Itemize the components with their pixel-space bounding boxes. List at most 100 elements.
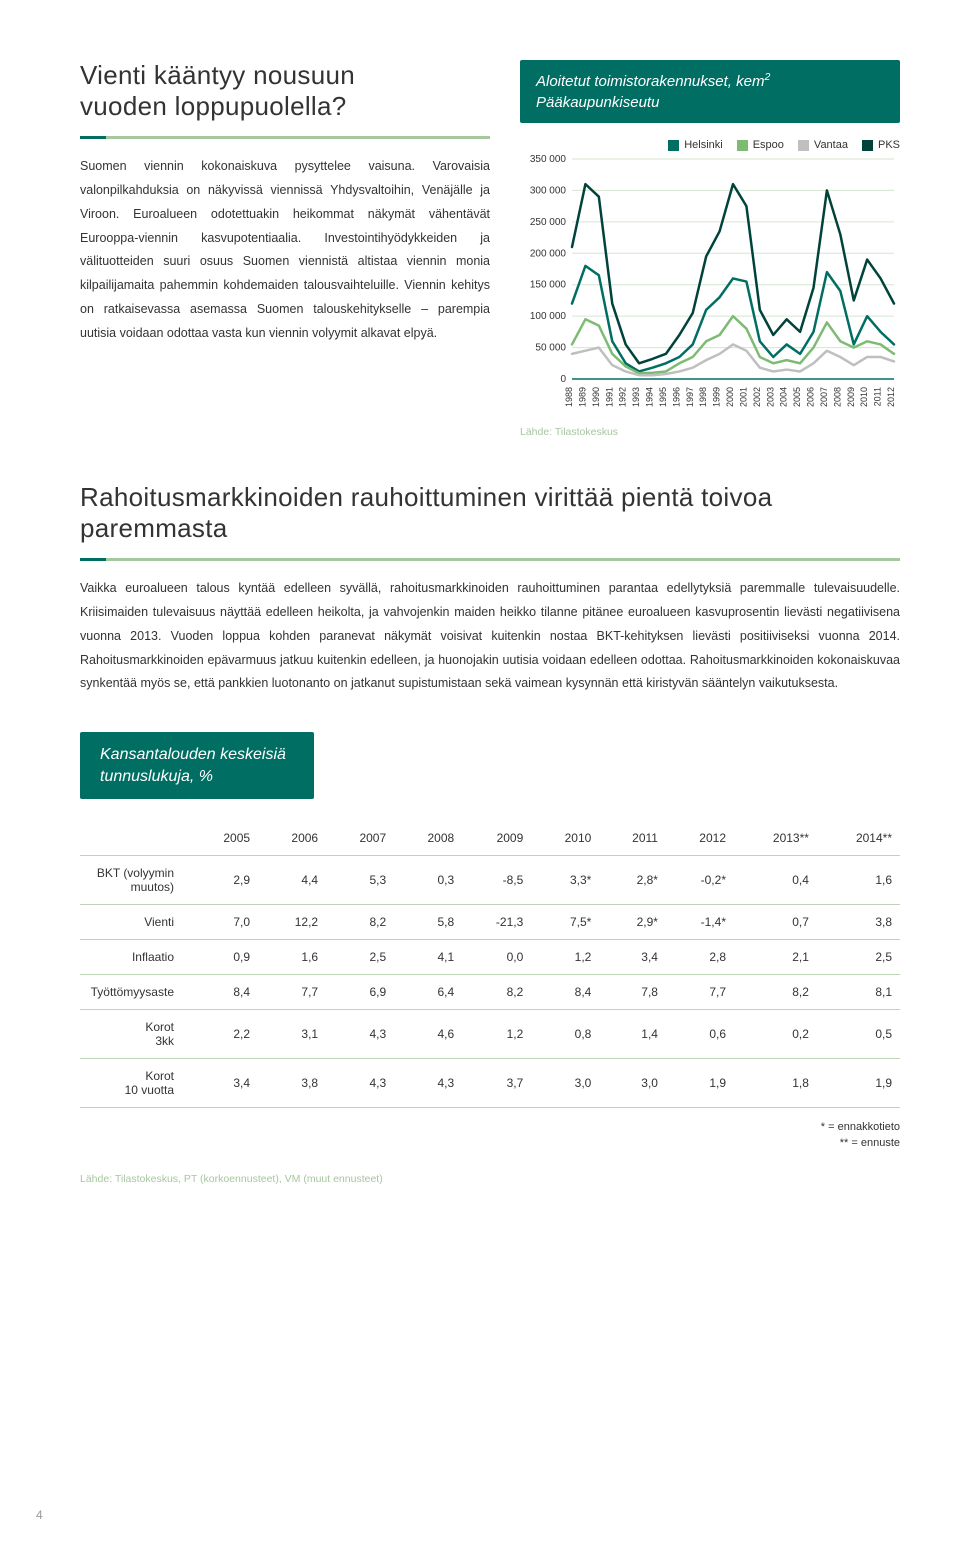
- footnote-2: ** = ennuste: [840, 1137, 900, 1149]
- table-cell: 4,3: [326, 1059, 394, 1108]
- table-cell: 3,4: [599, 940, 666, 975]
- section1-rule: [80, 136, 490, 139]
- table-cell: 6,4: [394, 975, 462, 1010]
- table-cell: 3,0: [599, 1059, 666, 1108]
- svg-text:2003: 2003: [765, 387, 775, 407]
- table-header-year: 2013**: [734, 821, 817, 856]
- legend-item: Helsinki: [668, 139, 723, 151]
- table-row: Korot3kk2,23,14,34,61,20,81,40,60,20,5: [80, 1010, 900, 1059]
- legend-item: Vantaa: [798, 139, 848, 151]
- table-cell: 7,5*: [531, 905, 599, 940]
- svg-text:250 000: 250 000: [530, 217, 567, 228]
- table-cell: 5,3: [326, 856, 394, 905]
- table-cell: 1,2: [462, 1010, 531, 1059]
- svg-text:2006: 2006: [806, 387, 816, 407]
- table-cell: 2,2: [190, 1010, 258, 1059]
- table-row: BKT (volyyminmuutos)2,94,45,30,3-8,53,3*…: [80, 856, 900, 905]
- chart-source: Lähde: Tilastokeskus: [520, 426, 900, 438]
- legend-swatch: [862, 140, 873, 151]
- chart-header: Aloitetut toimistorakennukset, kem2 Pääk…: [520, 60, 900, 123]
- table-cell: -21,3: [462, 905, 531, 940]
- table-cell: 1,9: [817, 1059, 900, 1108]
- svg-text:2007: 2007: [819, 387, 829, 407]
- table-row: Korot10 vuotta3,43,84,34,33,73,03,01,91,…: [80, 1059, 900, 1108]
- section2-rule: [80, 558, 900, 561]
- table-row-label: Korot10 vuotta: [80, 1059, 190, 1108]
- svg-text:1991: 1991: [604, 387, 614, 407]
- table-header-year: 2005: [190, 821, 258, 856]
- table-row: Inflaatio0,91,62,54,10,01,23,42,82,12,5: [80, 940, 900, 975]
- table-cell: 3,4: [190, 1059, 258, 1108]
- svg-text:1989: 1989: [577, 387, 587, 407]
- legend-item: Espoo: [737, 139, 784, 151]
- table-cell: 8,4: [531, 975, 599, 1010]
- svg-text:2002: 2002: [752, 387, 762, 407]
- table-cell: 7,7: [258, 975, 326, 1010]
- table-row-label: BKT (volyyminmuutos): [80, 856, 190, 905]
- table-cell: 0,4: [734, 856, 817, 905]
- kpi-table: 200520062007200820092010201120122013**20…: [80, 821, 900, 1108]
- kpi-footnotes: * = ennakkotieto ** = ennuste: [80, 1120, 900, 1151]
- table-row-label: Vienti: [80, 905, 190, 940]
- legend-label: Espoo: [753, 139, 784, 151]
- table-cell: 8,1: [817, 975, 900, 1010]
- table-cell: 2,5: [817, 940, 900, 975]
- table-header-blank: [80, 821, 190, 856]
- section2-title-line1: Rahoitusmarkkinoiden rauhoittuminen viri…: [80, 482, 772, 512]
- svg-text:50 000: 50 000: [535, 343, 566, 354]
- table-cell: 3,8: [817, 905, 900, 940]
- legend-label: PKS: [878, 139, 900, 151]
- table-cell: 7,8: [599, 975, 666, 1010]
- table-cell: 0,0: [462, 940, 531, 975]
- series-PKS: [572, 184, 894, 363]
- svg-text:1996: 1996: [671, 387, 681, 407]
- legend-item: PKS: [862, 139, 900, 151]
- kpi-panel-title-line1: Kansantalouden keskeisiä: [100, 746, 286, 763]
- chart-header-line1: Aloitetut toimistorakennukset, kem2: [536, 73, 770, 90]
- table-cell: 0,5: [817, 1010, 900, 1059]
- table-cell: 1,8: [734, 1059, 817, 1108]
- legend-swatch: [737, 140, 748, 151]
- svg-text:2001: 2001: [738, 387, 748, 407]
- footnote-1: * = ennakkotieto: [821, 1121, 900, 1133]
- svg-text:1997: 1997: [685, 387, 695, 407]
- table-cell: 1,9: [666, 1059, 734, 1108]
- svg-text:2008: 2008: [832, 387, 842, 407]
- table-cell: 0,3: [394, 856, 462, 905]
- table-row-label: Työttömyysaste: [80, 975, 190, 1010]
- legend-swatch: [668, 140, 679, 151]
- table-row: Vienti7,012,28,25,8-21,37,5*2,9*-1,4*0,7…: [80, 905, 900, 940]
- svg-text:2009: 2009: [846, 387, 856, 407]
- table-cell: 3,8: [258, 1059, 326, 1108]
- table-cell: 3,0: [531, 1059, 599, 1108]
- table-cell: 0,6: [666, 1010, 734, 1059]
- section1-title-line1: Vienti kääntyy nousuun: [80, 60, 355, 90]
- table-cell: 2,9: [190, 856, 258, 905]
- table-header-year: 2008: [394, 821, 462, 856]
- kpi-panel-title: Kansantalouden keskeisiä tunnuslukuja, %: [80, 732, 314, 799]
- svg-text:350 000: 350 000: [530, 155, 567, 165]
- table-cell: 2,5: [326, 940, 394, 975]
- table-cell: 5,8: [394, 905, 462, 940]
- table-cell: 8,2: [462, 975, 531, 1010]
- svg-text:200 000: 200 000: [530, 248, 567, 259]
- table-cell: 6,9: [326, 975, 394, 1010]
- table-header-year: 2014**: [817, 821, 900, 856]
- svg-text:2011: 2011: [873, 387, 883, 406]
- legend-label: Helsinki: [684, 139, 723, 151]
- table-row: Työttömyysaste8,47,76,96,48,28,47,87,78,…: [80, 975, 900, 1010]
- table-cell: 8,2: [326, 905, 394, 940]
- table-cell: 8,2: [734, 975, 817, 1010]
- table-cell: 0,7: [734, 905, 817, 940]
- page-number: 4: [36, 1508, 43, 1522]
- table-cell: 3,1: [258, 1010, 326, 1059]
- svg-text:300 000: 300 000: [530, 185, 567, 196]
- table-cell: 1,6: [258, 940, 326, 975]
- svg-text:2005: 2005: [792, 387, 802, 407]
- line-chart: 050 000100 000150 000200 000250 000300 0…: [520, 155, 900, 415]
- table-header-year: 2007: [326, 821, 394, 856]
- table-cell: 4,4: [258, 856, 326, 905]
- table-cell: 1,6: [817, 856, 900, 905]
- series-Helsinki: [572, 266, 894, 372]
- svg-text:2004: 2004: [779, 387, 789, 407]
